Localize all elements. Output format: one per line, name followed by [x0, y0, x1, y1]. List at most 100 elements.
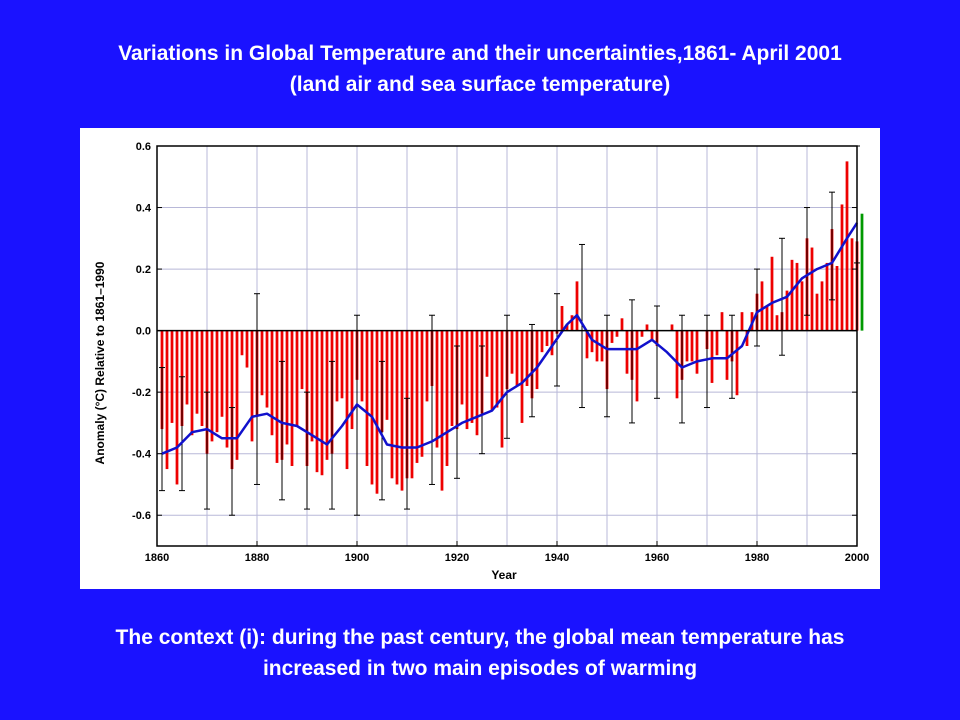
- anomaly-bar: [500, 330, 504, 448]
- anomaly-bar: [490, 330, 494, 411]
- anomaly-bar: [545, 330, 549, 346]
- anomaly-bar: [170, 330, 174, 423]
- slide-title-line2: (land air and sea surface temperature): [289, 73, 671, 96]
- slide-footer-line1: The context (i): during the past century…: [115, 626, 845, 649]
- anomaly-bar: [495, 330, 499, 408]
- smoothed-curve: [161, 222, 859, 455]
- anomaly-bar: [215, 330, 219, 433]
- anomaly-bar: [845, 161, 849, 331]
- anomaly-bar: [575, 281, 579, 331]
- anomaly-bar: [460, 330, 464, 405]
- anomaly-bar: [195, 330, 199, 414]
- anomaly-bar: [335, 330, 339, 402]
- anomaly-bar: [385, 330, 389, 420]
- anomaly-bar: [860, 213, 864, 331]
- x-tick-label: 1920: [445, 552, 469, 564]
- anomaly-bar: [235, 330, 239, 460]
- anomaly-bar: [375, 330, 379, 494]
- anomaly-bar: [825, 262, 829, 331]
- anomaly-bar: [345, 330, 349, 470]
- anomaly-bar: [240, 330, 244, 356]
- anomaly-bar: [320, 330, 324, 476]
- anomaly-bar: [450, 330, 454, 426]
- anomaly-bar: [650, 330, 654, 340]
- x-axis-label: Year: [491, 568, 517, 582]
- anomaly-bar: [485, 330, 489, 377]
- anomaly-bar: [315, 330, 319, 473]
- anomaly-bar: [615, 330, 619, 337]
- anomaly-bar: [535, 330, 539, 390]
- anomaly-bar: [760, 281, 764, 331]
- anomaly-bar: [570, 315, 574, 331]
- y-tick-label: 0.4: [136, 203, 152, 215]
- anomaly-bar: [260, 330, 264, 396]
- x-tick-label: 1880: [245, 552, 269, 564]
- anomaly-bar: [640, 330, 644, 337]
- y-tick-label: -0.4: [132, 449, 152, 461]
- anomaly-bar: [185, 330, 189, 405]
- anomaly-bar: [475, 330, 479, 436]
- anomaly-bar: [515, 330, 519, 386]
- y-tick-label: 0.6: [136, 141, 151, 153]
- x-tick-label: 1900: [345, 552, 369, 564]
- y-tick-label: 0.2: [136, 264, 151, 276]
- anomaly-bar: [685, 330, 689, 362]
- temperature-chart-panel: -0.6 -0.4 -0.2 0.0 0.2 0.4 0.6 1860 1880 1900 1920…: [80, 128, 880, 589]
- anomaly-bar: [175, 330, 179, 485]
- anomaly-bar: [420, 330, 424, 457]
- anomaly-bar: [470, 330, 474, 423]
- y-axis-label: Anomaly (°C) Relative to 1861–1990: [93, 261, 107, 464]
- anomaly-bar: [565, 324, 569, 331]
- anomaly-bar: [520, 330, 524, 423]
- anomaly-bar: [695, 330, 699, 374]
- anomaly-bar: [210, 330, 214, 442]
- anomaly-bar: [310, 330, 314, 442]
- anomaly-bar: [745, 330, 749, 346]
- anomaly-bar: [245, 330, 249, 368]
- anomaly-bar: [645, 324, 649, 331]
- anomaly-bar: [810, 247, 814, 331]
- slide-title-line1: Variations in Global Temperature and the…: [118, 42, 842, 65]
- anomaly-bar: [675, 330, 679, 399]
- anomaly-bar: [325, 330, 329, 460]
- anomaly-bar: [800, 281, 804, 331]
- anomaly-bar: [350, 330, 354, 430]
- anomaly-bar: [525, 330, 529, 386]
- chart-axes: -0.6 -0.4 -0.2 0.0 0.2 0.4 0.6 1860 1880 1900 1920…: [132, 141, 869, 564]
- anomaly-bar: [710, 330, 714, 383]
- anomaly-bar: [560, 306, 564, 331]
- anomaly-bar: [270, 330, 274, 436]
- x-tick-label: 1860: [145, 552, 169, 564]
- plot-frame: [156, 145, 858, 547]
- anomaly-bar: [585, 330, 589, 359]
- anomaly-bar: [390, 330, 394, 479]
- anomaly-bar: [230, 330, 234, 470]
- anomaly-bar: [440, 330, 444, 491]
- anomaly-bar: [775, 315, 779, 331]
- anomaly-bar: [445, 330, 449, 466]
- anomaly-bar: [265, 330, 269, 408]
- anomaly-bar: [765, 306, 769, 331]
- x-tick-label: 1960: [645, 552, 669, 564]
- anomaly-bar: [735, 330, 739, 396]
- smoothed-series-line: [161, 222, 859, 455]
- anomaly-bar: [670, 324, 674, 331]
- anomaly-bar: [635, 330, 639, 402]
- anomaly-bar: [740, 312, 744, 331]
- anomaly-bar: [220, 330, 224, 417]
- slide-title: Variations in Global Temperature and the…: [0, 38, 960, 100]
- annual-anomaly-bars: [160, 161, 864, 494]
- anomaly-bar: [190, 330, 194, 436]
- x-tick-label: 1980: [745, 552, 769, 564]
- anomaly-bar: [815, 293, 819, 331]
- anomaly-bar: [360, 330, 364, 402]
- anomaly-bar: [200, 330, 204, 426]
- anomaly-bar: [300, 330, 304, 390]
- anomaly-bar: [165, 330, 169, 470]
- x-tick-label: 2000: [845, 552, 869, 564]
- anomaly-bar: [285, 330, 289, 445]
- anomaly-bar: [835, 266, 839, 331]
- slide-footer-line2: increased in two main episodes of warmin…: [262, 657, 698, 680]
- anomaly-bar: [370, 330, 374, 485]
- y-tick-label: 0.0: [136, 326, 151, 338]
